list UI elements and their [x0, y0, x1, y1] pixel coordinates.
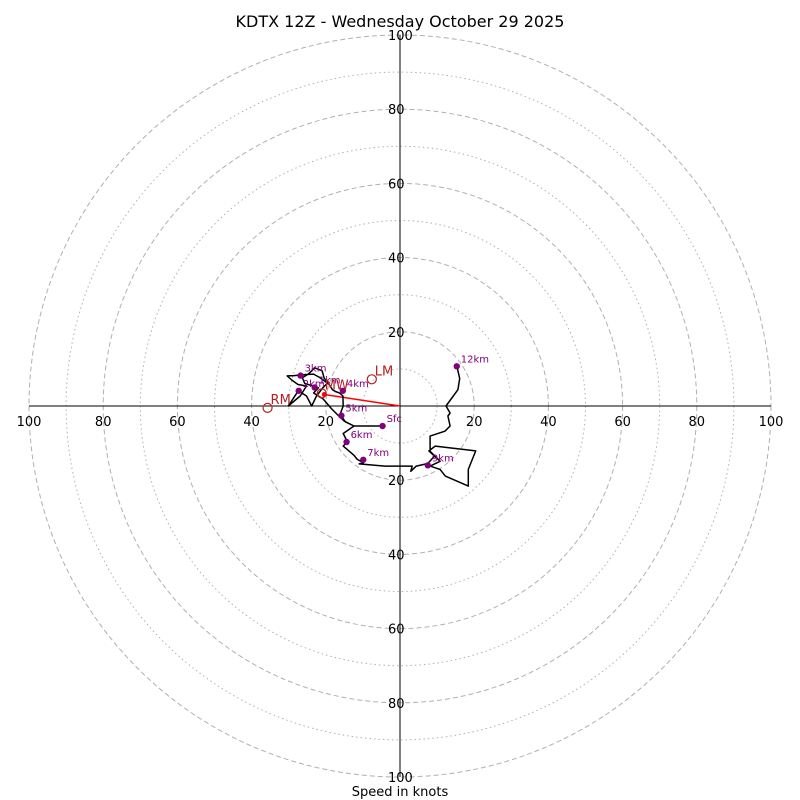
height-marker-label: 7km — [367, 448, 389, 459]
height-marker-label: Sfc — [387, 414, 402, 425]
height-marker-label: 6km — [351, 430, 373, 441]
y-tick-label: 40 — [388, 548, 405, 563]
x-tick-label: 40 — [540, 415, 557, 430]
x-tick-label: 100 — [759, 415, 784, 430]
x-tick-label: 100 — [17, 415, 42, 430]
height-marker-label: 1km — [319, 375, 341, 386]
x-tick-label: 40 — [243, 415, 260, 430]
left-mover-marker — [366, 374, 377, 385]
axis-tick-labels: 100 80 60 40 20 20 40 60 80 100 100 80 60 40 20 20 40 60 8… — [17, 29, 784, 786]
shear-vector-line — [324, 393, 401, 407]
right-mover-label: RM — [271, 393, 291, 408]
y-tick-label: 60 — [388, 177, 405, 192]
left-mover-label: LM — [375, 364, 393, 379]
height-marker-dot — [338, 412, 345, 419]
x-axis-label: Speed in knots — [352, 785, 449, 800]
height-marker-dot — [311, 384, 318, 391]
chart-title: KDTX 12Z - Wednesday October 29 2025 — [236, 12, 565, 31]
y-tick-label: 60 — [388, 623, 405, 638]
y-tick-label: 80 — [388, 103, 405, 118]
height-marker-dot — [297, 372, 304, 379]
height-marker-dot — [360, 456, 367, 463]
y-tick-label: 100 — [388, 29, 413, 44]
height-marker-dot — [453, 363, 460, 370]
wind-trace-layer — [286, 365, 477, 487]
height-marker-label: 9km — [432, 453, 454, 464]
mean-wind-label: MW — [325, 378, 349, 393]
height-marker-dot — [424, 462, 432, 469]
x-tick-label: 20 — [466, 415, 483, 430]
right-mover-marker — [262, 402, 273, 413]
height-marker-dot — [379, 422, 386, 430]
height-marker-label: 5km — [345, 404, 367, 415]
x-tick-label: 80 — [95, 415, 112, 430]
mean-wind-marker — [316, 388, 327, 399]
y-tick-label: 80 — [388, 697, 405, 712]
y-tick-label: 100 — [388, 771, 413, 786]
x-tick-label: 80 — [689, 415, 706, 430]
height-marker-dot — [295, 387, 302, 394]
x-tick-label: 60 — [614, 415, 631, 430]
y-tick-label: 40 — [388, 252, 405, 267]
height-marker-dot — [339, 387, 347, 394]
y-tick-label: 20 — [388, 326, 405, 341]
y-tick-label: 20 — [388, 474, 405, 489]
wind-trace-line — [286, 365, 477, 487]
x-tick-label: 20 — [318, 415, 335, 430]
storm-motion-markers: MW RM LM — [262, 364, 393, 413]
height-marker-label: 2km — [303, 379, 325, 390]
height-marker-label: 3km — [305, 364, 327, 375]
height-marker-label: 4km — [347, 379, 369, 390]
height-marker-dot — [343, 438, 350, 446]
height-marker-label: 12km — [461, 354, 489, 365]
x-tick-label: 60 — [169, 415, 186, 430]
